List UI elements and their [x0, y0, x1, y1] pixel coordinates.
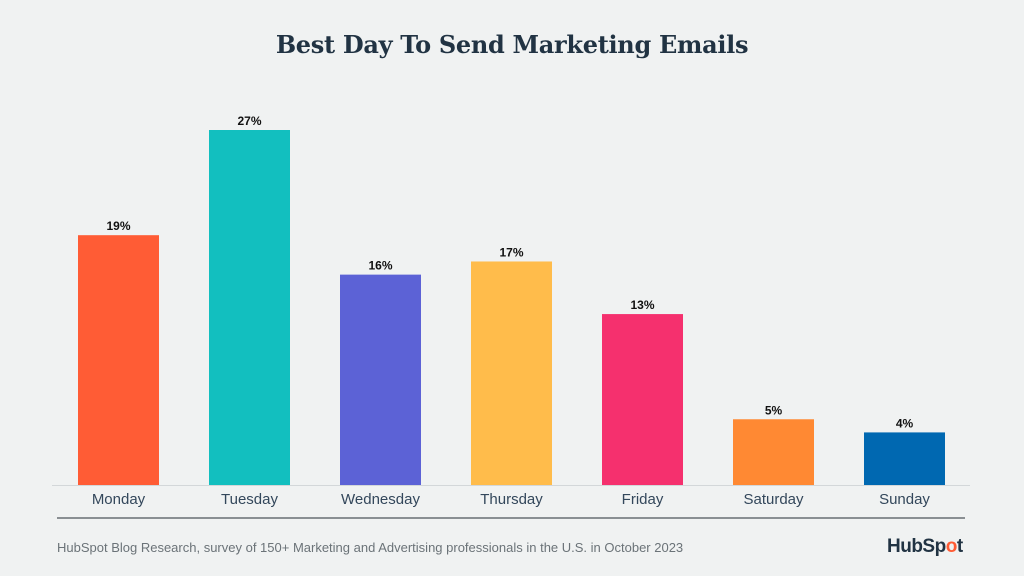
- x-tick-label: Monday: [92, 491, 146, 508]
- data-label: 17%: [499, 245, 523, 259]
- data-label: 13%: [630, 298, 654, 312]
- x-tick-label: Sunday: [879, 491, 930, 508]
- bar-tuesday: [209, 130, 290, 485]
- bar-wednesday: [340, 274, 421, 485]
- x-tick-label: Wednesday: [341, 491, 420, 508]
- data-label: 27%: [237, 114, 261, 128]
- data-label: 16%: [368, 259, 392, 273]
- chart-title: Best Day To Send Marketing Emails: [275, 30, 749, 59]
- bar-thursday: [471, 261, 552, 485]
- bar-monday: [78, 235, 159, 485]
- bar-chart: 19% Monday 27% Tuesday 16% Wednesday 17% Thursd…: [52, 114, 970, 508]
- bar-saturday: [733, 419, 814, 485]
- hubspot-logo: HubSpot: [887, 536, 963, 557]
- data-label: 19%: [106, 219, 130, 233]
- data-label: 4%: [896, 416, 914, 430]
- x-tick-label: Thursday: [480, 491, 543, 508]
- x-tick-label: Tuesday: [221, 491, 278, 508]
- source-note: HubSpot Blog Research, survey of 150+ Ma…: [57, 540, 684, 555]
- data-label: 5%: [765, 403, 783, 417]
- x-tick-label: Friday: [622, 491, 664, 508]
- bar-friday: [602, 314, 683, 485]
- bar-sunday: [864, 432, 945, 485]
- footer-divider: [57, 517, 965, 519]
- x-tick-label: Saturday: [743, 491, 804, 508]
